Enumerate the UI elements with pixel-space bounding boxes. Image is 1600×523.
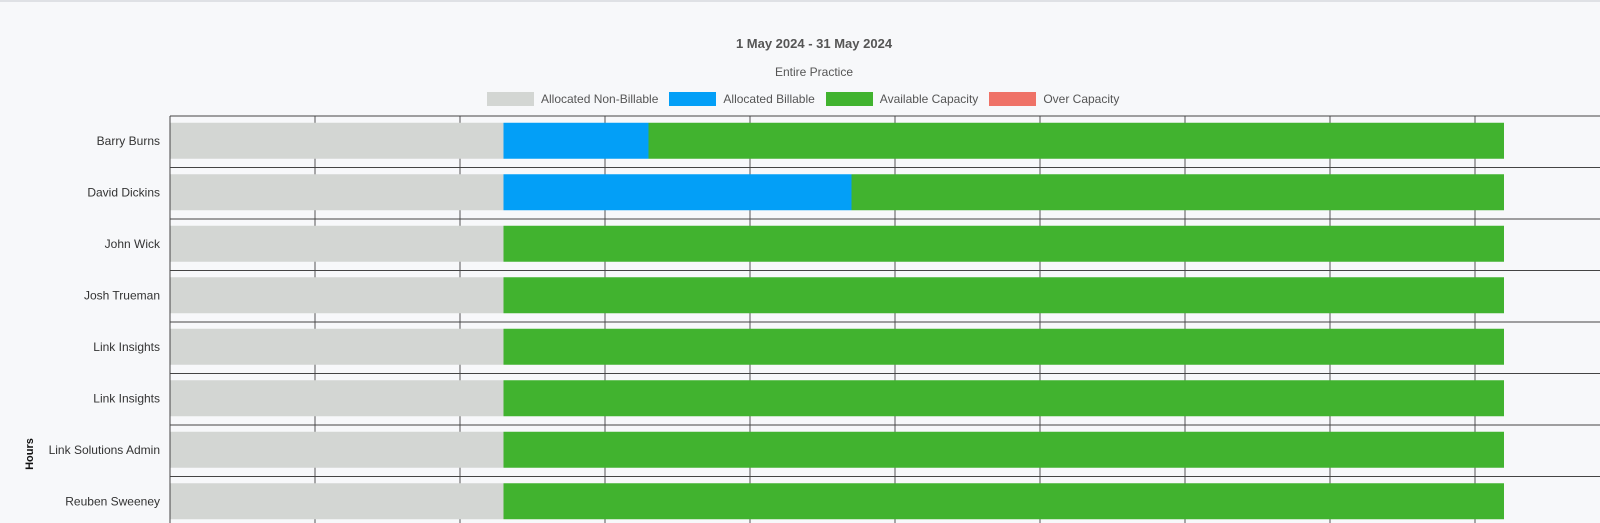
chart-subtitle: Entire Practice bbox=[774, 65, 854, 79]
bar-segment-available-capacity bbox=[503, 431, 1504, 468]
bar-segment-allocated-billable bbox=[503, 174, 852, 211]
legend: Allocated Non-Billable Allocated Billabl… bbox=[487, 90, 1130, 107]
category-label: Reuben Sweeney bbox=[65, 494, 160, 508]
legend-label: Over Capacity bbox=[1043, 91, 1120, 106]
legend-swatch bbox=[669, 91, 717, 106]
legend-swatch bbox=[825, 91, 873, 106]
bar-segment-allocated-non-billable bbox=[170, 328, 504, 365]
legend-item-allocated-billable[interactable]: Allocated Billable bbox=[669, 91, 815, 106]
legend-label: Allocated Non-Billable bbox=[541, 91, 659, 106]
bar-segment-available-capacity bbox=[503, 225, 1504, 262]
legend-label: Allocated Billable bbox=[723, 91, 815, 106]
category-label: Link Insights bbox=[93, 391, 160, 405]
legend-item-allocated-non-billable[interactable]: Allocated Non-Billable bbox=[487, 91, 659, 106]
bar-segment-available-capacity bbox=[503, 380, 1504, 417]
legend-item-available-capacity[interactable]: Available Capacity bbox=[825, 91, 979, 106]
bar-segment-available-capacity bbox=[648, 122, 1504, 159]
bar-segment-allocated-non-billable bbox=[170, 431, 504, 468]
category-label: David Dickins bbox=[87, 185, 160, 199]
legend-swatch bbox=[989, 91, 1037, 106]
chart-title: 1 May 2024 - 31 May 2024 bbox=[735, 36, 893, 51]
bar-segment-allocated-non-billable bbox=[170, 483, 504, 520]
legend-label: Available Capacity bbox=[879, 91, 979, 106]
bar-segment-allocated-non-billable bbox=[170, 225, 504, 262]
top-border bbox=[0, 0, 1600, 2]
category-label: Link Solutions Admin bbox=[49, 443, 160, 457]
bar-segment-allocated-billable bbox=[503, 122, 649, 159]
category-label: Barry Burns bbox=[97, 134, 160, 148]
bar-segment-allocated-non-billable bbox=[170, 174, 504, 211]
bar-segment-available-capacity bbox=[503, 277, 1504, 314]
category-label: Josh Trueman bbox=[84, 288, 160, 302]
legend-swatch bbox=[487, 91, 534, 106]
bar-segment-allocated-non-billable bbox=[170, 122, 504, 159]
category-label: John Wick bbox=[105, 237, 161, 251]
bar-segment-available-capacity bbox=[851, 174, 1504, 211]
bar-segment-allocated-non-billable bbox=[170, 380, 504, 417]
legend-item-over-capacity[interactable]: Over Capacity bbox=[989, 91, 1120, 106]
bar-segment-available-capacity bbox=[503, 328, 1504, 365]
bar-segment-allocated-non-billable bbox=[170, 277, 504, 314]
category-label: Link Insights bbox=[93, 340, 160, 354]
bar-segment-available-capacity bbox=[503, 483, 1504, 520]
